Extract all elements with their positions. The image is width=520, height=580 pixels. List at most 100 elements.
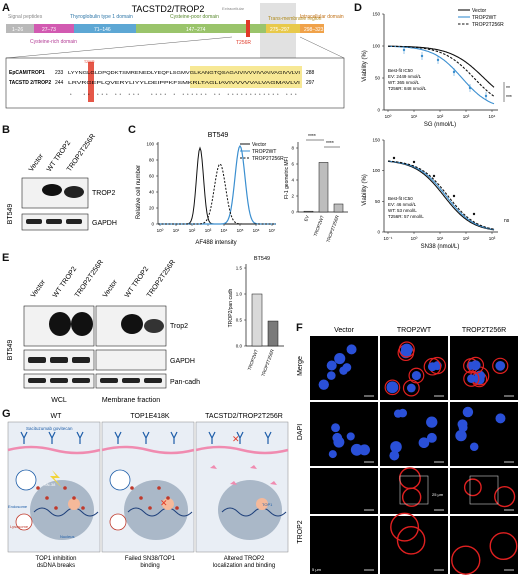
c-legend-label: TROP2T256R [252, 156, 284, 162]
align-name-1: EpCAM/TROP1 [9, 70, 45, 76]
f-nucleus [426, 416, 438, 428]
g-membrane [101, 445, 195, 455]
g-col-trop2: TACSTD2/TROP2T256R [205, 413, 283, 420]
d-bot-xticks: 10⁻¹ 10⁰ 10¹ 10² 10³ [384, 232, 496, 241]
f-nucleus [411, 371, 421, 381]
c-xtick-label: 10² [189, 228, 196, 233]
c-bar-label: TROP2T256R [325, 214, 340, 243]
f-nucleus [386, 381, 399, 394]
g-caption-3b: localization and binding [213, 563, 275, 569]
c-bar-label: EV [303, 215, 310, 222]
c-ytick-label: 20 [149, 206, 155, 211]
c-bars: EV TROP2WT TROP2T256R [303, 162, 344, 243]
domain-range-cys-rich: 27–73 [42, 27, 56, 33]
f-trop2-stain [408, 367, 425, 384]
c-xtick-label: 10⁵ [237, 228, 244, 233]
f-image-tile [380, 468, 448, 514]
g-lysosome [109, 513, 127, 531]
c-xtick-label: 10⁰ [157, 228, 164, 233]
e-band-trop2-mem-mut [144, 319, 164, 333]
conservation-star: * [88, 92, 90, 97]
f-nucleus [346, 344, 357, 355]
domain-label-tm: Trans-membrane region [268, 16, 322, 22]
conservation-star: * [115, 92, 117, 97]
alignment-mutation-highlight [88, 62, 94, 102]
domain-range-intra: 298–323 [304, 27, 324, 33]
e-band-trop2-wcl-wt [49, 312, 71, 336]
c-ytick-label: 60 [149, 174, 155, 179]
f-nucleus [358, 444, 370, 456]
conservation-stars: * * * * * * * * * * * * * * * * * * * * * * * * * * * * * * * * * * * * * * * [70, 92, 297, 97]
panel-f-microscopy: Vector TROP2WT TROP2T256R Merge DAPI TRO… [292, 322, 520, 575]
f-zoom-box [399, 475, 429, 505]
panel-label-a: A [2, 2, 10, 14]
f-row-trop2: TROP2 [297, 520, 304, 543]
mutation-marker [246, 20, 250, 37]
d-bot-xtick-label: 10⁻¹ [384, 236, 393, 241]
f-trop2-stain [396, 526, 426, 555]
domain-range-thyro: 71–146 [94, 27, 111, 33]
conservation-star: * [196, 92, 198, 97]
b-band-gapdh-1 [26, 219, 42, 224]
g-top1 [162, 498, 174, 510]
domain-range-cys-poor: 147–274 [186, 27, 206, 33]
g-antibody [264, 431, 272, 444]
conservation-star: * [205, 92, 207, 97]
f-trop2-stain [451, 545, 481, 575]
g-sn38-dot [175, 506, 179, 510]
g-trop2-fragment [250, 465, 257, 469]
conservation-star: * [268, 92, 270, 97]
e-lane-1: Vector [30, 278, 48, 299]
f-col-wt: TROP2WT [397, 327, 432, 334]
e-band-gapdh-1 [28, 357, 46, 363]
f-trop2-stain [494, 486, 516, 508]
c-xlabel: AF488 intensity [195, 240, 236, 246]
d-bot-ytick-label: 150 [372, 138, 380, 143]
conservation-star: * [156, 92, 158, 97]
g-membrane [7, 445, 101, 455]
g-cross-icon: ✕ [160, 498, 168, 508]
align-start-2: 244 [55, 80, 64, 86]
d-bot-point [432, 174, 436, 178]
g-nucleus [124, 480, 188, 540]
f-nucleus [495, 360, 506, 371]
g-antibody [76, 431, 84, 444]
d-bot-ytick-label: 50 [375, 199, 381, 204]
panel-label-g: G [2, 408, 11, 420]
d-bot-curve-vector [387, 160, 495, 231]
d-bot-xtick-label: 10¹ [437, 236, 444, 241]
conservation-star: * [286, 92, 288, 97]
align-end-1: 288 [306, 70, 315, 76]
d-bot-ytick-label: 0 [377, 230, 380, 235]
domain-label-thyro: Thyroglobulin type 1 domain [70, 14, 133, 20]
conservation-star: * [97, 92, 99, 97]
domain-range-signal: 1–26 [12, 27, 23, 33]
conservation-star: * [295, 92, 297, 97]
e-bar [267, 320, 279, 347]
e-band-cadh-5 [122, 378, 140, 383]
f-image-tile [450, 468, 518, 514]
c-curve-mut [158, 163, 276, 225]
c-bar [318, 162, 329, 213]
d-top-xlabel: SG (nmol/L) [424, 122, 456, 128]
f-nucleus [418, 437, 430, 449]
g-antibody [142, 431, 150, 444]
g-label-lysosome: Lysosome [10, 524, 29, 529]
align-seq-1: LYYNGLGLDPQDKTSMRENEDLYEQFLSGMVGLKANGTQS… [68, 70, 300, 75]
g-cross-icon: ✕ [232, 434, 240, 444]
g-antibody [208, 431, 216, 444]
b-band-gapdh-2 [46, 219, 62, 224]
c-bar-label: TROP2WT [313, 214, 325, 237]
align-end-2: 297 [306, 80, 315, 86]
e-band-cadh-4 [100, 378, 118, 383]
g-sn38-dot [139, 496, 143, 500]
f-nucleus [470, 360, 481, 371]
c-legend-label: Vector [252, 142, 267, 148]
domain-label-cys-poor: Cysteine-poor domain [170, 14, 219, 20]
c-bar-ylabel: Fl-1 geometric MFI [284, 157, 290, 199]
panel-label-d: D [354, 2, 362, 14]
panel-a-domain-diagram: TACSTD2/TROP2 Extracellular Signal pepti… [5, 3, 345, 109]
conservation-star: * [183, 92, 185, 97]
g-boxes: ✕✕ [7, 421, 289, 553]
